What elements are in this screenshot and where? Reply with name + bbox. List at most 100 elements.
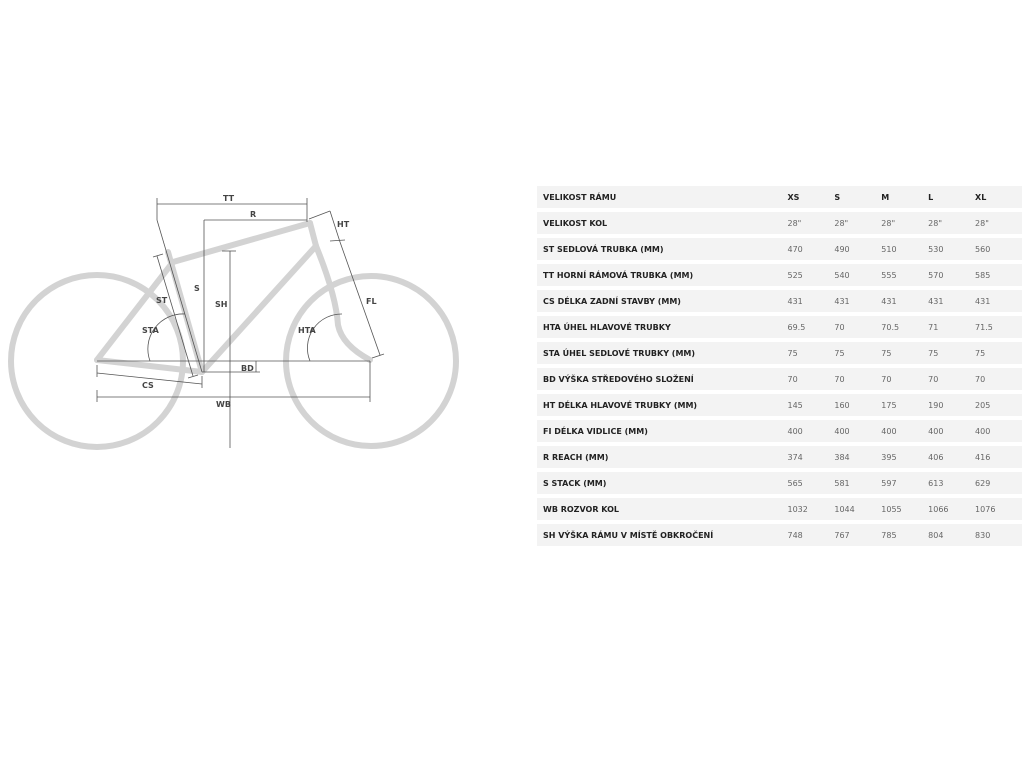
- row-label: CS DÉLKA ZADNÍ STAVBY (MM): [537, 290, 788, 312]
- row-label: ST SEDLOVÁ TRUBKA (MM): [537, 238, 788, 260]
- row-label: HTA ÚHEL HLAVOVÉ TRUBKY: [537, 316, 788, 338]
- label-st: ST: [156, 296, 168, 305]
- row-value: 175: [881, 394, 929, 416]
- table-row: WB ROZVOR KOL 1032 1044 1055 1066 1076: [537, 498, 1022, 520]
- row-value: 597: [881, 472, 929, 494]
- down-tube: [199, 243, 319, 375]
- row-label: TT HORNÍ RÁMOVÁ TRUBKA (MM): [537, 264, 788, 286]
- row-value: 555: [881, 264, 929, 286]
- seat-stay: [94, 259, 176, 363]
- row-value: 28": [787, 212, 835, 234]
- bike-geometry-diagram: TT R HT S SH ST FL STA HTA BD CS WB: [8, 194, 459, 450]
- table-row: R REACH (MM) 374 384 395 406 416: [537, 446, 1022, 468]
- label-bd: BD: [241, 364, 254, 373]
- row-value: 70: [975, 368, 1022, 390]
- row-value: 384: [834, 446, 882, 468]
- label-sta: STA: [142, 326, 160, 335]
- row-value: 585: [975, 264, 1022, 286]
- row-value: 510: [881, 238, 929, 260]
- row-value: 70: [928, 368, 976, 390]
- row-value: 71.5: [975, 316, 1022, 338]
- row-value: 1032: [787, 498, 835, 520]
- header-label: VELIKOST RÁMU: [537, 186, 788, 208]
- row-value: 1044: [834, 498, 882, 520]
- table-row: TT HORNÍ RÁMOVÁ TRUBKA (MM) 525 540 555 570 5…: [537, 264, 1022, 286]
- row-value: 71: [928, 316, 976, 338]
- row-value: 1055: [881, 498, 929, 520]
- table-row: SH VÝŠKA RÁMU V MÍSTĚ OBKROČENÍ 748 767 785…: [537, 524, 1022, 546]
- dimension-lines: [96, 198, 385, 448]
- row-value: 581: [834, 472, 882, 494]
- table-row: CS DÉLKA ZADNÍ STAVBY (MM) 431 431 431 431 43…: [537, 290, 1022, 312]
- table-header-row: VELIKOST RÁMU XS S M L XL: [537, 186, 1022, 208]
- row-value: 400: [787, 420, 835, 442]
- row-label: WB ROZVOR KOL: [537, 498, 788, 520]
- row-label: VELIKOST KOL: [537, 212, 788, 234]
- row-value: 804: [928, 524, 976, 546]
- label-fl: FL: [366, 297, 377, 306]
- row-value: 70: [881, 368, 929, 390]
- row-value: 75: [787, 342, 835, 364]
- table-row: ST SEDLOVÁ TRUBKA (MM) 470 490 510 530 560: [537, 238, 1022, 260]
- geometry-table: VELIKOST RÁMU XS S M L XL VELIKOST KOL 28…: [537, 182, 1022, 550]
- row-value: 70: [834, 316, 882, 338]
- head-tube: [307, 220, 319, 249]
- size-s: S: [834, 186, 882, 208]
- row-label: BD VÝŠKA STŘEDOVÉHO SLOŽENÍ: [537, 368, 788, 390]
- row-value: 767: [834, 524, 882, 546]
- table-row: HT DÉLKA HLAVOVÉ TRUBKY (MM) 145 160 175 190…: [537, 394, 1022, 416]
- row-value: 470: [787, 238, 835, 260]
- row-value: 400: [881, 420, 929, 442]
- row-label: SH VÝŠKA RÁMU V MÍSTĚ OBKROČENÍ: [537, 524, 788, 546]
- row-value: 1066: [928, 498, 976, 520]
- row-value: 431: [787, 290, 835, 312]
- row-value: 70: [834, 368, 882, 390]
- row-value: 75: [881, 342, 929, 364]
- row-value: 75: [928, 342, 976, 364]
- row-value: 205: [975, 394, 1022, 416]
- label-wb: WB: [216, 400, 231, 409]
- row-value: 490: [834, 238, 882, 260]
- size-xl: XL: [975, 186, 1022, 208]
- table-row: S STACK (MM) 565 581 597 613 629: [537, 472, 1022, 494]
- row-value: 395: [881, 446, 929, 468]
- row-value: 400: [975, 420, 1022, 442]
- table-row: BD VÝŠKA STŘEDOVÉHO SLOŽENÍ 70 70 70 70 70: [537, 368, 1022, 390]
- row-value: 75: [975, 342, 1022, 364]
- row-value: 613: [928, 472, 976, 494]
- row-value: 629: [975, 472, 1022, 494]
- table-row: FI DÉLKA VIDLICE (MM) 400 400 400 400 400: [537, 420, 1022, 442]
- row-value: 70.5: [881, 316, 929, 338]
- row-label: HT DÉLKA HLAVOVÉ TRUBKY (MM): [537, 394, 788, 416]
- table-row: STA ÚHEL SEDLOVÉ TRUBKY (MM) 75 75 75 75 75: [537, 342, 1022, 364]
- row-value: 431: [834, 290, 882, 312]
- row-value: 28": [975, 212, 1022, 234]
- row-value: 400: [928, 420, 976, 442]
- row-value: 374: [787, 446, 835, 468]
- label-sh: SH: [215, 300, 227, 309]
- label-hta: HTA: [298, 326, 317, 335]
- row-label: FI DÉLKA VIDLICE (MM): [537, 420, 788, 442]
- row-label: S STACK (MM): [537, 472, 788, 494]
- row-value: 75: [834, 342, 882, 364]
- size-xs: XS: [787, 186, 835, 208]
- row-value: 160: [834, 394, 882, 416]
- row-value: 530: [928, 238, 976, 260]
- chain-stay: [94, 357, 205, 375]
- row-value: 570: [928, 264, 976, 286]
- row-value: 431: [975, 290, 1022, 312]
- row-value: 560: [975, 238, 1022, 260]
- row-value: 540: [834, 264, 882, 286]
- row-value: 69.5: [787, 316, 835, 338]
- row-value: 1076: [975, 498, 1022, 520]
- row-value: 28": [928, 212, 976, 234]
- row-value: 830: [975, 524, 1022, 546]
- row-value: 431: [928, 290, 976, 312]
- row-value: 145: [787, 394, 835, 416]
- size-l: L: [928, 186, 976, 208]
- row-value: 565: [787, 472, 835, 494]
- row-value: 70: [787, 368, 835, 390]
- label-ht: HT: [337, 220, 350, 229]
- table-row: HTA ÚHEL HLAVOVÉ TRUBKY 69.5 70 70.5 71 71.5: [537, 316, 1022, 338]
- row-label: R REACH (MM): [537, 446, 788, 468]
